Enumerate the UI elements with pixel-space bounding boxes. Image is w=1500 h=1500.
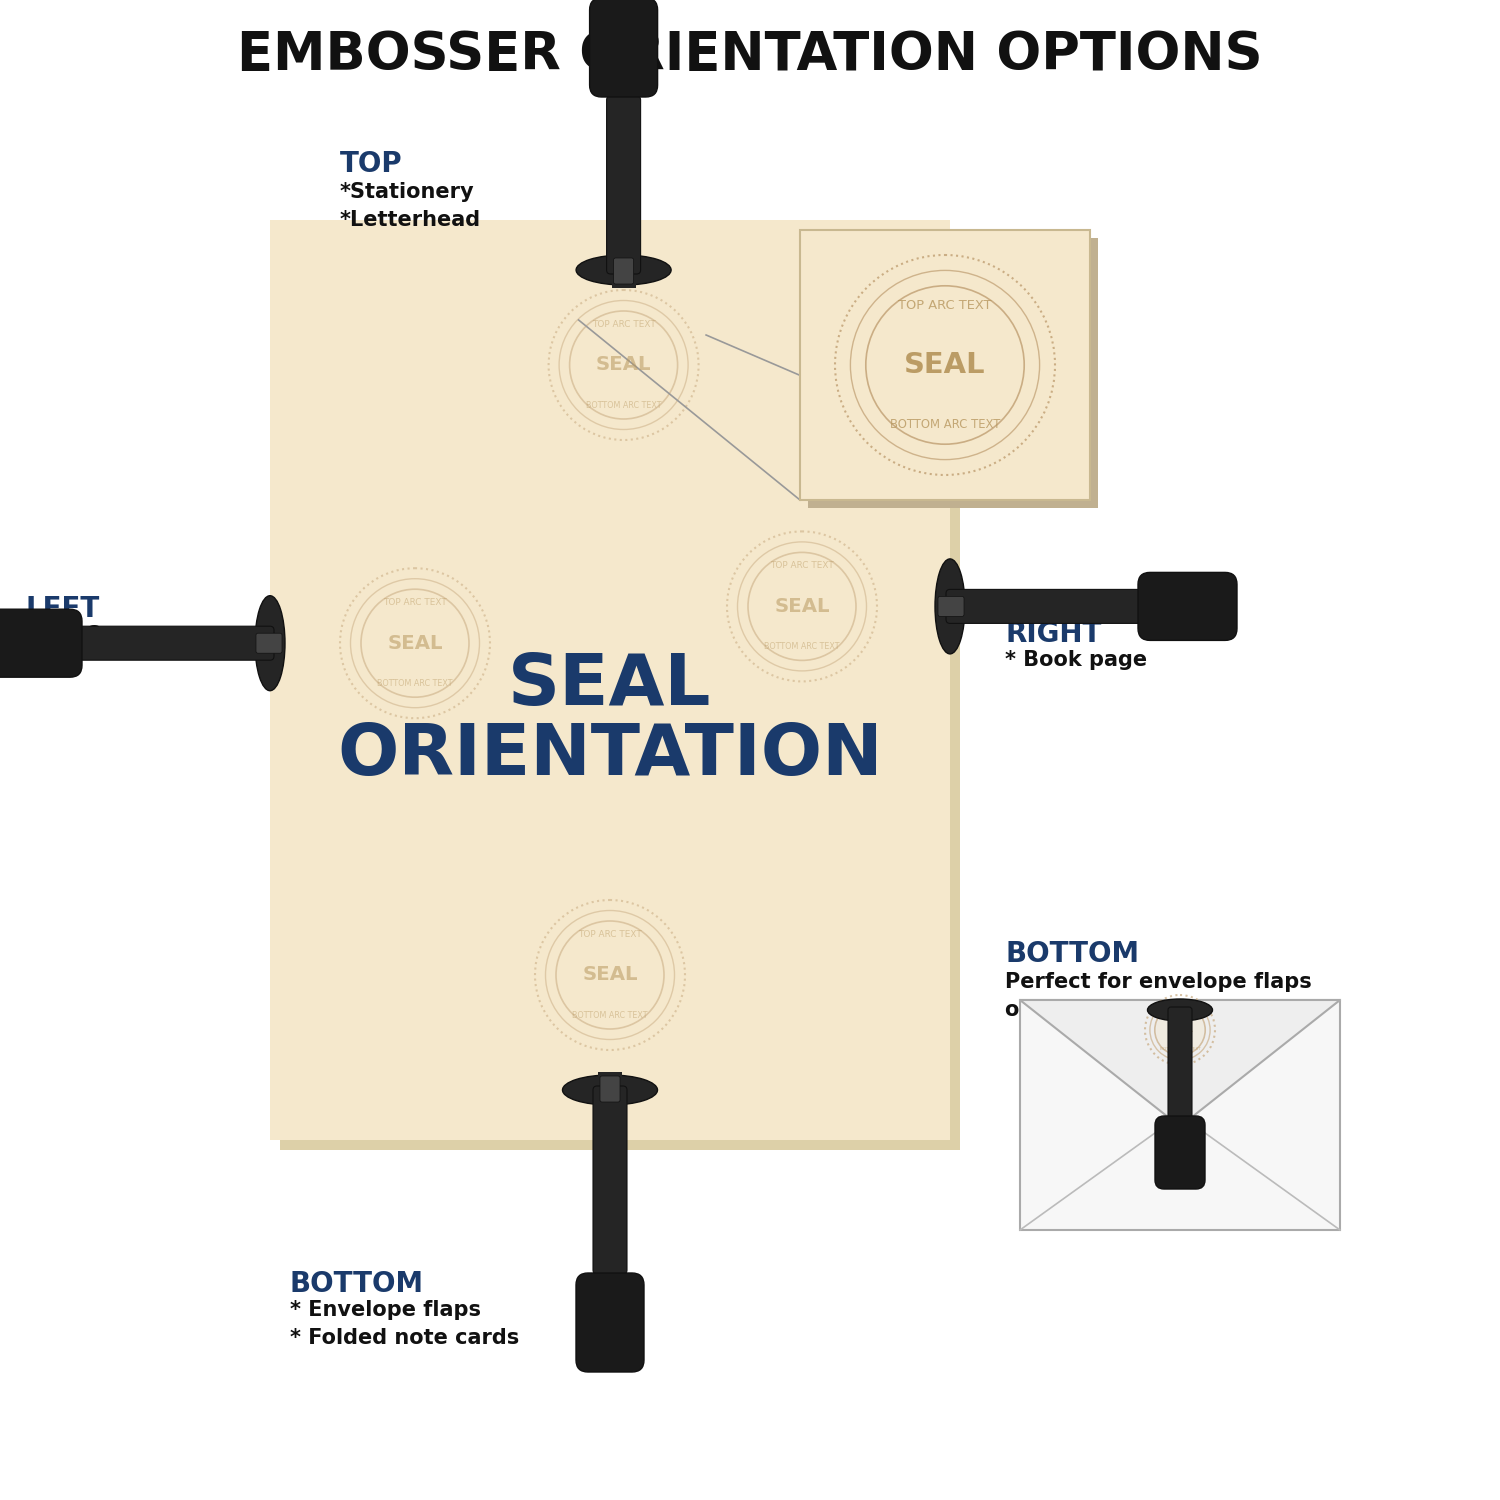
- Circle shape: [1156, 1007, 1204, 1054]
- FancyBboxPatch shape: [938, 597, 964, 616]
- FancyBboxPatch shape: [606, 96, 640, 274]
- Text: BOTTOM ARC TEXT: BOTTOM ARC TEXT: [573, 1011, 648, 1020]
- Circle shape: [752, 555, 853, 657]
- Text: TOP ARC TEXT: TOP ARC TEXT: [770, 561, 834, 570]
- Circle shape: [560, 924, 662, 1026]
- Text: *Letterhead: *Letterhead: [340, 210, 482, 230]
- Text: Perfect for envelope flaps: Perfect for envelope flaps: [1005, 972, 1311, 992]
- Bar: [1020, 1000, 1340, 1230]
- FancyBboxPatch shape: [1138, 573, 1238, 640]
- FancyBboxPatch shape: [614, 258, 633, 284]
- FancyBboxPatch shape: [1168, 1007, 1192, 1132]
- Text: or bottom of page seals: or bottom of page seals: [1005, 1000, 1286, 1020]
- Text: BOTTOM ARC TEXT: BOTTOM ARC TEXT: [378, 680, 453, 688]
- FancyBboxPatch shape: [592, 1086, 627, 1274]
- FancyBboxPatch shape: [66, 626, 274, 660]
- FancyBboxPatch shape: [1155, 1116, 1204, 1190]
- Ellipse shape: [255, 596, 285, 690]
- Ellipse shape: [934, 560, 964, 654]
- Text: *Not Common: *Not Common: [26, 626, 188, 645]
- Text: TOP ARC TEXT: TOP ARC TEXT: [898, 298, 992, 312]
- Text: TOP: TOP: [340, 150, 402, 178]
- Text: TOP ARC TEXT: TOP ARC TEXT: [382, 598, 447, 608]
- Text: SEAL: SEAL: [387, 633, 442, 652]
- Text: TOP ARC TEXT: TOP ARC TEXT: [1162, 1008, 1197, 1014]
- FancyBboxPatch shape: [946, 590, 1154, 624]
- Text: SEAL: SEAL: [509, 651, 711, 720]
- Text: BOTTOM: BOTTOM: [290, 1270, 424, 1298]
- Text: BOTTOM ARC TEXT: BOTTOM ARC TEXT: [586, 400, 662, 410]
- Text: SEAL: SEAL: [904, 351, 986, 380]
- Text: BOTTOM ARC TEXT: BOTTOM ARC TEXT: [764, 642, 840, 651]
- FancyBboxPatch shape: [576, 1274, 644, 1372]
- Text: EMBOSSER ORIENTATION OPTIONS: EMBOSSER ORIENTATION OPTIONS: [237, 28, 1263, 81]
- FancyBboxPatch shape: [598, 1072, 622, 1090]
- Text: TOP ARC TEXT: TOP ARC TEXT: [591, 320, 656, 328]
- Text: * Folded note cards: * Folded note cards: [290, 1328, 519, 1348]
- Circle shape: [870, 290, 1020, 440]
- Text: BOTTOM: BOTTOM: [1005, 940, 1138, 968]
- Ellipse shape: [562, 1076, 657, 1106]
- FancyBboxPatch shape: [612, 270, 636, 288]
- Text: SEAL: SEAL: [774, 597, 830, 616]
- Text: SEAL: SEAL: [582, 966, 638, 984]
- FancyBboxPatch shape: [590, 0, 657, 98]
- FancyBboxPatch shape: [0, 609, 82, 676]
- Ellipse shape: [1148, 999, 1212, 1022]
- FancyBboxPatch shape: [600, 1076, 619, 1102]
- Text: BOTTOM ARC TEXT: BOTTOM ARC TEXT: [890, 419, 1001, 430]
- Text: SEAL: SEAL: [1167, 1026, 1192, 1035]
- Text: SEAL: SEAL: [596, 356, 651, 375]
- FancyBboxPatch shape: [256, 633, 282, 652]
- Bar: [808, 238, 1098, 509]
- Bar: [800, 230, 1090, 500]
- Text: * Envelope flaps: * Envelope flaps: [290, 1300, 482, 1320]
- Bar: [280, 230, 960, 1150]
- Bar: [270, 220, 950, 1140]
- Text: *Stationery: *Stationery: [340, 182, 474, 203]
- Text: * Book page: * Book page: [1005, 650, 1148, 670]
- Text: LEFT: LEFT: [26, 596, 99, 622]
- Polygon shape: [1020, 1000, 1340, 1126]
- Circle shape: [364, 592, 466, 694]
- Text: RIGHT: RIGHT: [1005, 620, 1101, 648]
- Circle shape: [573, 314, 675, 416]
- Text: ORIENTATION: ORIENTATION: [338, 720, 884, 789]
- Text: TOP ARC TEXT: TOP ARC TEXT: [578, 930, 642, 939]
- Text: BOTTOM ARC TEXT: BOTTOM ARC TEXT: [1160, 1047, 1200, 1052]
- Ellipse shape: [576, 255, 670, 285]
